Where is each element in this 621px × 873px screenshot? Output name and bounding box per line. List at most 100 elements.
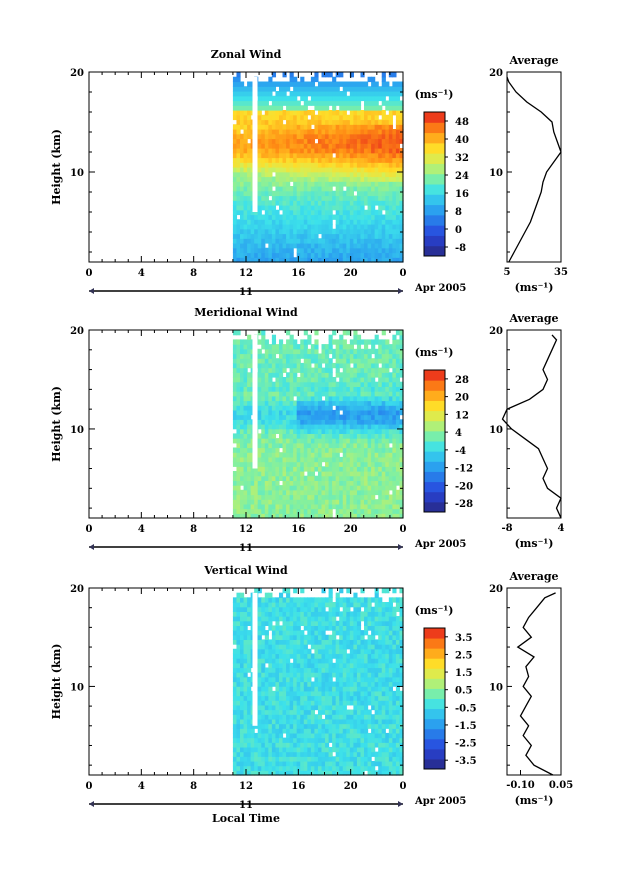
- heatmap-cell: [286, 718, 291, 725]
- heatmap-cell: [325, 400, 330, 406]
- heatmap-cell: [232, 424, 238, 430]
- heatmap-cell: [257, 634, 262, 641]
- heatmap-cell: [271, 639, 277, 645]
- heatmap-cell: [286, 110, 291, 116]
- heatmap-cell: [367, 503, 372, 510]
- heatmap-cell: [310, 233, 316, 239]
- heatmap-cell: [321, 471, 326, 477]
- heatmap-cell: [232, 152, 238, 159]
- heatmap-cell: [310, 176, 316, 182]
- heatmap-cell: [247, 485, 252, 491]
- heatmap-cell: [317, 452, 323, 458]
- heatmap-cell: [268, 105, 273, 111]
- heatmap-cell: [282, 737, 287, 743]
- heatmap-cell: [325, 456, 330, 463]
- heatmap-cell: [286, 648, 291, 655]
- heatmap-cell: [307, 620, 312, 626]
- heatmap-cell: [278, 358, 284, 364]
- heatmap-cell: [353, 209, 358, 216]
- heatmap-cell: [332, 419, 337, 425]
- heatmap-cell: [257, 391, 262, 397]
- heatmap-cell: [385, 508, 390, 514]
- heatmap-cell: [317, 209, 323, 216]
- heatmap-cell: [257, 228, 262, 235]
- heatmap-cell: [381, 157, 386, 163]
- heatmap-cell: [243, 181, 248, 187]
- heatmap-cell: [328, 438, 333, 444]
- heatmap-cell: [310, 760, 316, 767]
- heatmap-cell: [243, 358, 248, 364]
- heatmap-cell: [275, 348, 280, 355]
- heatmap-cell: [293, 602, 298, 608]
- heatmap-cell: [300, 105, 305, 111]
- heatmap-cell: [310, 419, 316, 425]
- heatmap-cell: [307, 133, 312, 140]
- heatmap-cell: [236, 238, 241, 244]
- heatmap-cell: [278, 243, 284, 249]
- heatmap-cell: [392, 176, 397, 182]
- heatmap-cell: [371, 414, 376, 420]
- heatmap-cell: [243, 756, 248, 762]
- heatmap-cell: [261, 695, 266, 701]
- heatmap-cell: [392, 475, 397, 481]
- heatmap-cell: [289, 377, 294, 383]
- heatmap-cell: [232, 219, 238, 225]
- heatmap-cell: [374, 503, 379, 510]
- heatmap-cell: [328, 409, 333, 416]
- heatmap-cell: [356, 124, 362, 130]
- heatmap-cell: [310, 616, 316, 622]
- heatmap-cell: [264, 667, 269, 673]
- heatmap-cell: [321, 686, 326, 692]
- heatmap-cell: [317, 372, 323, 378]
- heatmap-cell: [332, 377, 337, 383]
- heatmap-cell: [307, 334, 312, 340]
- heatmap-cell: [247, 700, 252, 706]
- heatmap-cell: [286, 667, 291, 673]
- heatmap-cell: [243, 114, 248, 121]
- heatmap-cell: [332, 442, 337, 449]
- heatmap-cell: [232, 475, 238, 481]
- heatmap-cell: [307, 252, 312, 258]
- heatmap-cell: [381, 162, 386, 168]
- heatmap-cell: [250, 214, 255, 220]
- heatmap-cell: [374, 186, 379, 192]
- heatmap-cell: [293, 728, 298, 734]
- heatmap-cell: [385, 494, 390, 500]
- heatmap-cell: [296, 91, 301, 97]
- heatmap-cell: [282, 756, 287, 762]
- heatmap-cell: [310, 756, 316, 762]
- heatmap-cell: [371, 243, 376, 249]
- heatmap-cell: [335, 672, 340, 678]
- heatmap-cell: [271, 662, 277, 669]
- heatmap-cell: [278, 471, 284, 477]
- heatmap-cell: [310, 714, 316, 720]
- heatmap-cell: [385, 86, 390, 92]
- heatmap-cell: [335, 339, 340, 345]
- heatmap-cell: [240, 644, 245, 650]
- heatmap-cell: [335, 625, 340, 631]
- heatmap-cell: [289, 499, 294, 505]
- heatmap-cell: [247, 344, 252, 350]
- heatmap-cell: [381, 95, 386, 102]
- heatmap-cell: [261, 630, 266, 636]
- heatmap-cell: [335, 119, 340, 125]
- heatmap-cell: [232, 214, 238, 220]
- heatmap-cell: [264, 494, 269, 500]
- heatmap-cell: [335, 386, 340, 392]
- heatmap-cell: [317, 466, 323, 472]
- heatmap-cell: [310, 737, 316, 743]
- heatmap-cell: [328, 672, 333, 678]
- heatmap-cell: [286, 339, 291, 345]
- heatmap-cell: [385, 105, 390, 111]
- heatmap-cell: [378, 133, 383, 140]
- heatmap-cell: [232, 494, 238, 500]
- heatmap-cell: [289, 214, 294, 220]
- heatmap-cell: [286, 503, 291, 510]
- heatmap-cell: [395, 162, 401, 168]
- heatmap-cell: [293, 95, 298, 102]
- heatmap-cell: [289, 513, 294, 519]
- heatmap-cell: [399, 224, 404, 230]
- heatmap-cell: [310, 100, 316, 106]
- heatmap-cell: [388, 95, 393, 102]
- heatmap-cell: [317, 648, 323, 655]
